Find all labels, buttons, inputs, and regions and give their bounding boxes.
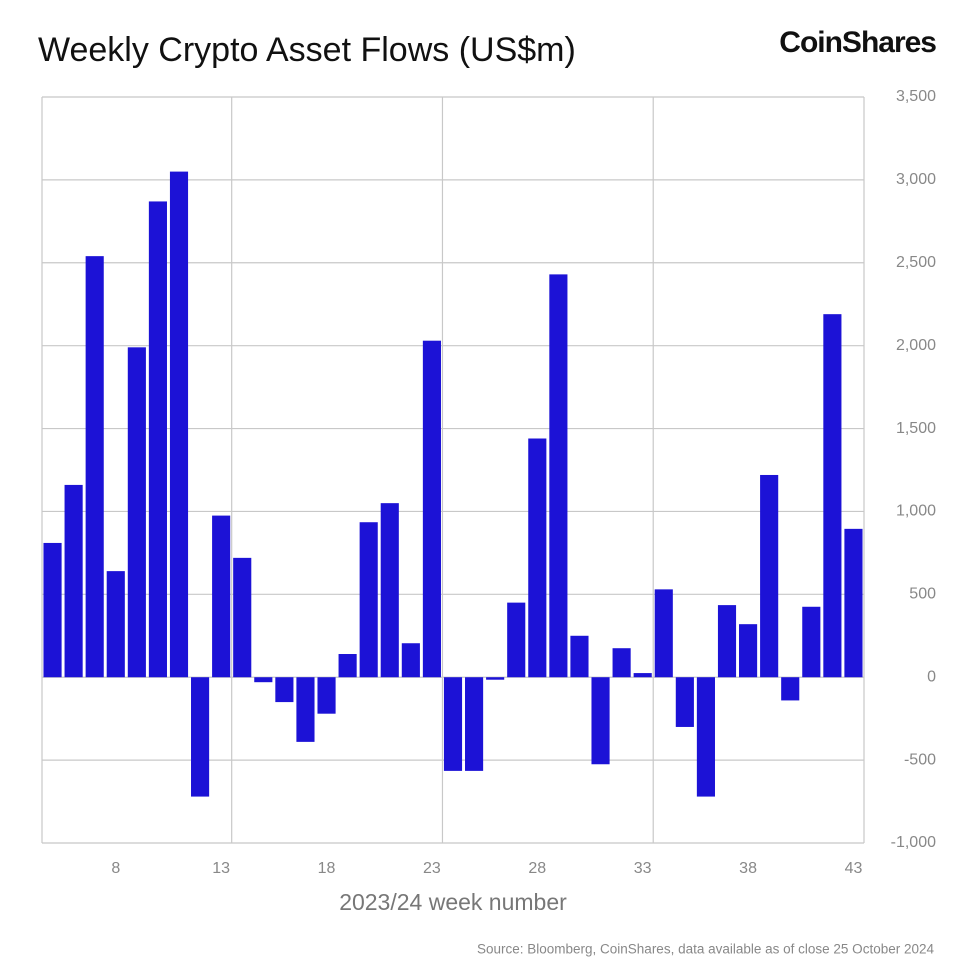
bar	[317, 677, 336, 714]
y-tick-label: 1,000	[896, 503, 936, 520]
chart-title: Weekly Crypto Asset Flows (US$m)	[38, 31, 576, 69]
x-tick-label: 18	[318, 860, 336, 877]
bar	[169, 171, 189, 678]
y-tick-label: 0	[927, 668, 936, 685]
bar	[612, 648, 631, 678]
bar	[633, 673, 652, 678]
bar	[380, 503, 399, 678]
bar	[570, 635, 589, 678]
bar	[275, 677, 294, 703]
bar	[549, 274, 568, 678]
bar	[739, 624, 758, 678]
y-tick-label: 3,500	[896, 88, 936, 105]
bar	[43, 542, 62, 678]
y-tick-label: -1,000	[891, 834, 936, 851]
bar	[148, 201, 167, 678]
bar	[401, 643, 420, 678]
bar	[823, 314, 842, 678]
bar	[717, 605, 737, 678]
bar	[760, 474, 779, 678]
bar	[675, 677, 694, 727]
bar	[64, 484, 83, 678]
bar	[802, 606, 821, 678]
bar	[486, 677, 505, 680]
bar	[443, 677, 463, 771]
bar	[106, 571, 125, 678]
y-tick-label: 500	[909, 586, 936, 603]
brand-logo: CoinShares	[779, 26, 936, 59]
bar	[254, 677, 273, 683]
bar	[127, 347, 146, 678]
bar	[296, 677, 315, 742]
bar	[654, 589, 673, 678]
bar	[233, 557, 252, 678]
bar	[422, 340, 441, 678]
x-tick-label: 38	[739, 860, 757, 877]
bar	[844, 528, 863, 678]
bar	[781, 677, 800, 701]
bar	[528, 438, 547, 678]
x-tick-label: 23	[423, 860, 441, 877]
y-tick-label: 3,000	[896, 171, 936, 188]
y-tick-label: -500	[904, 751, 936, 768]
bar	[591, 677, 610, 765]
bar	[465, 677, 484, 771]
bar	[85, 256, 104, 678]
x-tick-label: 28	[528, 860, 546, 877]
bar	[359, 522, 378, 678]
bar	[191, 677, 210, 797]
y-tick-label: 1,500	[896, 420, 936, 437]
y-tick-label: 2,000	[896, 337, 936, 354]
bar	[507, 602, 526, 678]
x-tick-label: 43	[845, 860, 863, 877]
source-note: Source: Bloomberg, CoinShares, data avai…	[477, 942, 935, 957]
y-tick-label: 2,500	[896, 254, 936, 271]
x-axis-title: 2023/24 week number	[339, 889, 567, 915]
bar	[338, 654, 357, 678]
bar	[212, 515, 231, 678]
bar	[696, 677, 715, 797]
x-tick-label: 13	[212, 860, 230, 877]
x-tick-label: 33	[634, 860, 652, 877]
x-tick-label: 8	[111, 860, 120, 877]
